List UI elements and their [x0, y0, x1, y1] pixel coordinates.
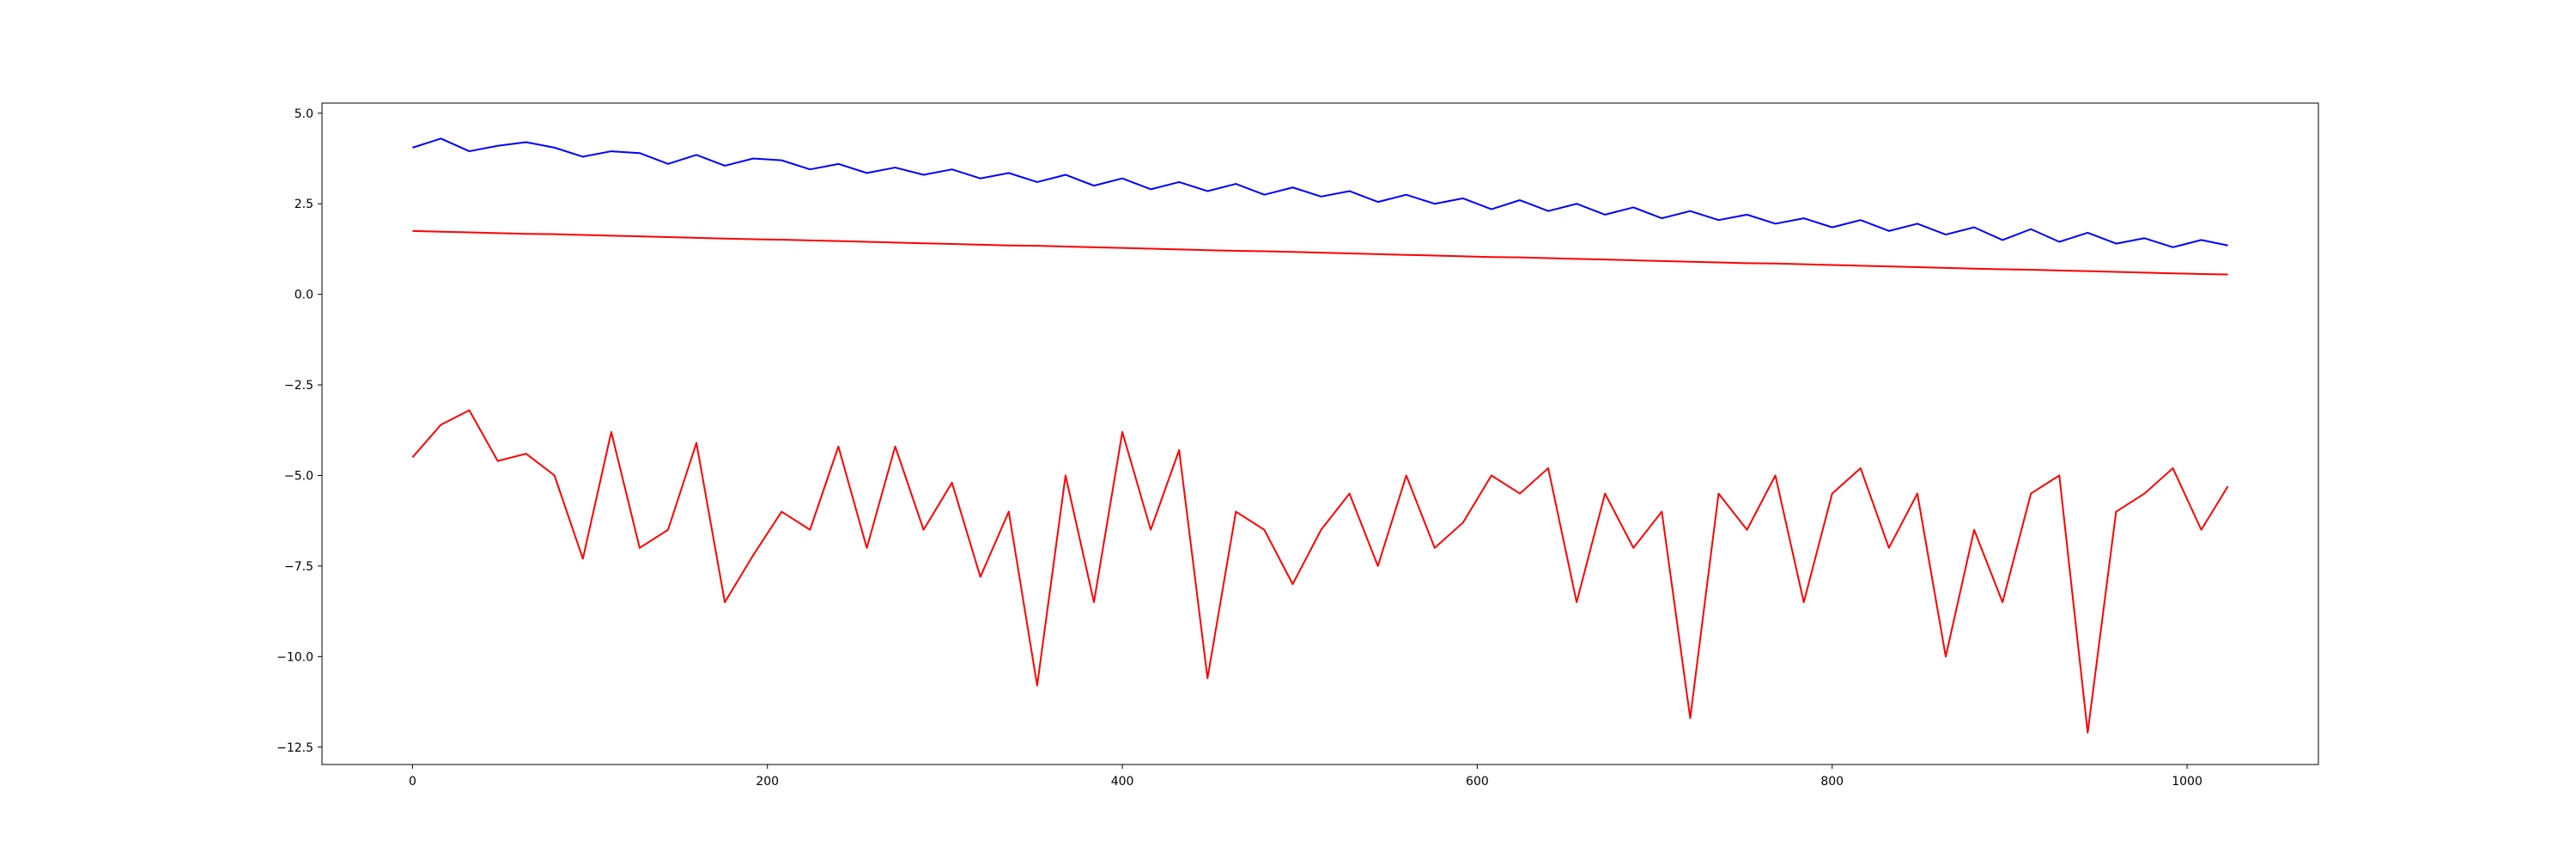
series-line — [411, 409, 2229, 734]
y-tick-label: 0.0 — [295, 289, 313, 302]
x-tick-label: 0 — [409, 775, 416, 789]
y-tick-label: −5.0 — [284, 469, 313, 483]
y-tick-label: −12.5 — [276, 741, 313, 755]
x-tick-label: 200 — [756, 775, 779, 789]
x-tick-label: 400 — [1111, 775, 1134, 789]
y-tick-label: −10.0 — [276, 650, 313, 664]
plot-area — [322, 103, 2318, 765]
x-tick-label: 1000 — [2172, 775, 2202, 789]
series-line — [412, 137, 2228, 248]
y-tick-label: 2.5 — [295, 198, 313, 211]
axes-frame — [321, 102, 2319, 765]
y-tick-label: −2.5 — [284, 379, 313, 393]
series-line — [412, 229, 2228, 276]
x-tick-label: 800 — [1820, 775, 1844, 789]
y-tick-label: 5.0 — [295, 107, 313, 121]
x-tick-label: 600 — [1466, 775, 1489, 789]
y-tick-label: −7.5 — [284, 560, 313, 574]
